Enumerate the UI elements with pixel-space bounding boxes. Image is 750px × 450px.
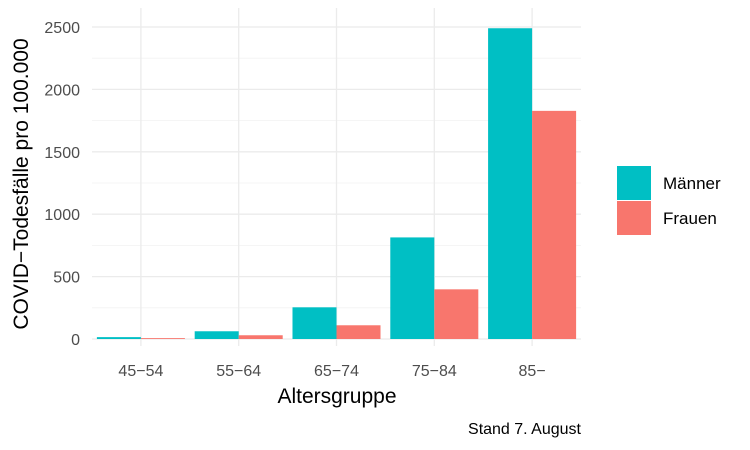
bar-frauen-0: [140, 338, 185, 339]
bar-männer-2: [292, 307, 337, 339]
bar-männer-4: [488, 28, 533, 340]
legend: Männer Frauen: [617, 166, 721, 235]
y-tick-label: 1000: [44, 207, 80, 224]
x-tick-label: 85−: [519, 363, 546, 380]
bar-männer-0: [96, 337, 141, 339]
bar-frauen-1: [238, 335, 283, 339]
bar-männer-3: [390, 237, 435, 339]
bar-frauen-4: [532, 110, 577, 339]
x-axis-ticks: 45−54 55−64 65−74 75−84 85−: [118, 363, 545, 380]
y-axis-ticks: 0 500 1000 1500 2000 2500: [44, 20, 80, 349]
x-tick-label: 45−54: [118, 363, 163, 380]
legend-key-männer: [617, 166, 651, 200]
bar-frauen-2: [336, 325, 381, 339]
y-tick-label: 500: [53, 270, 80, 287]
y-tick-label: 1500: [44, 145, 80, 162]
bars: [96, 28, 577, 340]
caption: Stand 7. August: [468, 421, 582, 438]
y-axis-title: COVID−Todesfälle pro 100.000: [10, 38, 33, 329]
x-axis-title: Altersgruppe: [277, 385, 396, 408]
legend-label: Männer: [663, 174, 721, 193]
legend-key-frauen: [617, 201, 651, 235]
x-tick-label: 65−74: [314, 363, 359, 380]
y-tick-label: 0: [71, 332, 80, 349]
y-tick-label: 2500: [44, 20, 80, 37]
bar-männer-1: [194, 331, 239, 339]
legend-label: Frauen: [663, 209, 717, 228]
y-tick-label: 2000: [44, 82, 80, 99]
x-tick-label: 75−84: [412, 363, 457, 380]
bar-frauen-3: [434, 289, 479, 339]
x-tick-label: 55−64: [216, 363, 261, 380]
